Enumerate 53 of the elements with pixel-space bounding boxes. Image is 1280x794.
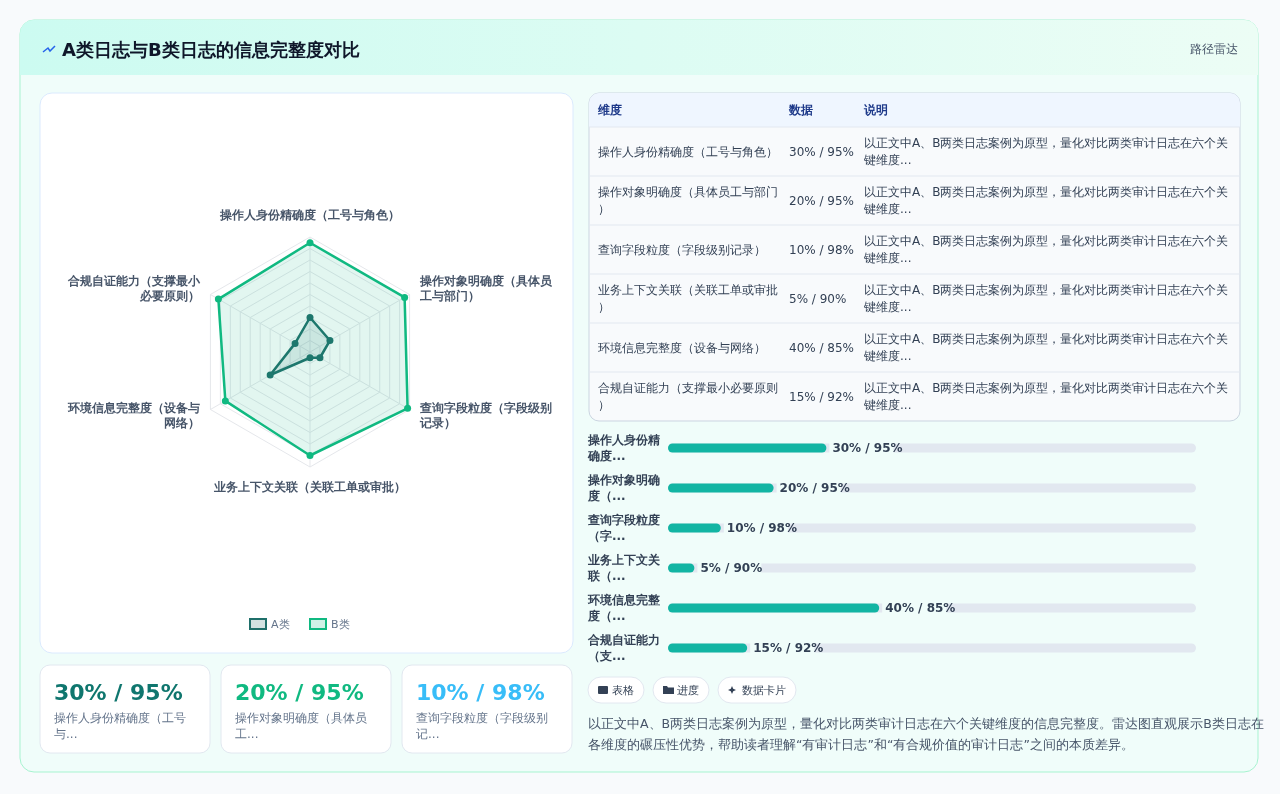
y-tick-label: 查询字段粒度（字... — [587, 513, 660, 543]
y-tick-label: 操作对象明确度（... — [587, 473, 660, 503]
text: 以正文中A、B两类日志案例为原型，量化对比两类审计日志在六个关键维度... — [863, 185, 1229, 216]
data-label: 10% / 98% — [726, 521, 797, 535]
text: 以正文中A、B两类日志案例为原型，量化对比两类审计日志在六个关键维度的信息完整度。雷达图直观展示B类日志在各维度的碾压性优势，帮助读者理解“有审计日志”和“有合规价值的审计日志”之间的本质差异。 — [588, 716, 1264, 752]
spoke-label: 合规自证能力（支撑最小必要原则） — [67, 274, 202, 303]
text: 40% / 85% — [789, 340, 855, 355]
text: 10% / 98% — [789, 242, 855, 257]
text: 维度 — [597, 103, 622, 117]
text: 操作人身份精确度（工号与角色） — [598, 144, 778, 159]
text: 操作对象明确度（具体员工... — [235, 711, 367, 741]
text: 数据 — [788, 103, 813, 117]
text: 操作对象明确度（具体员工与部门） — [598, 185, 778, 216]
text: 20% / 95% — [235, 680, 364, 705]
data-label: 30% / 95% — [832, 441, 903, 455]
legend-label: A类 — [271, 618, 290, 631]
text: 进度 — [677, 684, 699, 697]
spoke-label: 操作人身份精确度（工号与角色） — [219, 208, 400, 222]
text: 以正文中A、B两类日志案例为原型，量化对比两类审计日志在六个关键维度... — [863, 234, 1229, 265]
text: 数据卡片 — [742, 684, 786, 697]
spoke-label: 环境信息完整度（设备与网络） — [67, 401, 201, 430]
text: 表格 — [612, 684, 634, 697]
text: 20% / 95% — [789, 193, 855, 208]
spoke-label: 查询字段粒度（字段级别记录） — [418, 401, 552, 430]
y-tick-label: 环境信息完整度（... — [587, 593, 661, 623]
spoke-label: 业务上下文关联（关联工单或审批） — [213, 480, 406, 494]
text: 15% / 92% — [789, 389, 855, 404]
y-tick-label: 合规自证能力（支... — [587, 633, 660, 663]
text: 查询字段粒度（字段级别记录） — [598, 242, 766, 257]
data-label: 15% / 92% — [753, 641, 824, 655]
text: 合规自证能力（支撑最小必要原则） — [598, 381, 778, 412]
data-label: 5% / 90% — [700, 561, 763, 575]
legend-label: B类 — [331, 618, 350, 631]
y-tick-label: 业务上下文关联（... — [587, 553, 661, 583]
text: 业务上下文关联（关联工单或审批） — [598, 283, 778, 314]
text: 30% / 95% — [54, 680, 183, 705]
text: 说明 — [863, 103, 888, 117]
data-label: 40% / 85% — [885, 601, 956, 615]
text: 操作人身份精确度（工号与... — [54, 711, 186, 741]
y-tick-label: 操作人身份精确度... — [587, 433, 660, 463]
text: 5% / 90% — [789, 291, 847, 306]
text: 10% / 98% — [416, 680, 545, 705]
spoke-label: 操作对象明确度（具体员工与部门） — [418, 274, 553, 303]
chart-title: A类日志与B类日志的信息完整度对比 — [62, 39, 360, 60]
data-label: 20% / 95% — [779, 481, 850, 495]
text: 路径雷达 — [1190, 42, 1238, 56]
text: 查询字段粒度（字段级别记... — [416, 711, 548, 741]
text: 以正文中A、B两类日志案例为原型，量化对比两类审计日志在六个关键维度... — [863, 332, 1229, 363]
text: 以正文中A、B两类日志案例为原型，量化对比两类审计日志在六个关键维度... — [863, 136, 1229, 167]
text: 以正文中A、B两类日志案例为原型，量化对比两类审计日志在六个关键维度... — [863, 381, 1229, 412]
text: 30% / 95% — [789, 144, 855, 159]
text: 环境信息完整度（设备与网络） — [598, 340, 766, 355]
text: 以正文中A、B两类日志案例为原型，量化对比两类审计日志在六个关键维度... — [863, 283, 1229, 314]
